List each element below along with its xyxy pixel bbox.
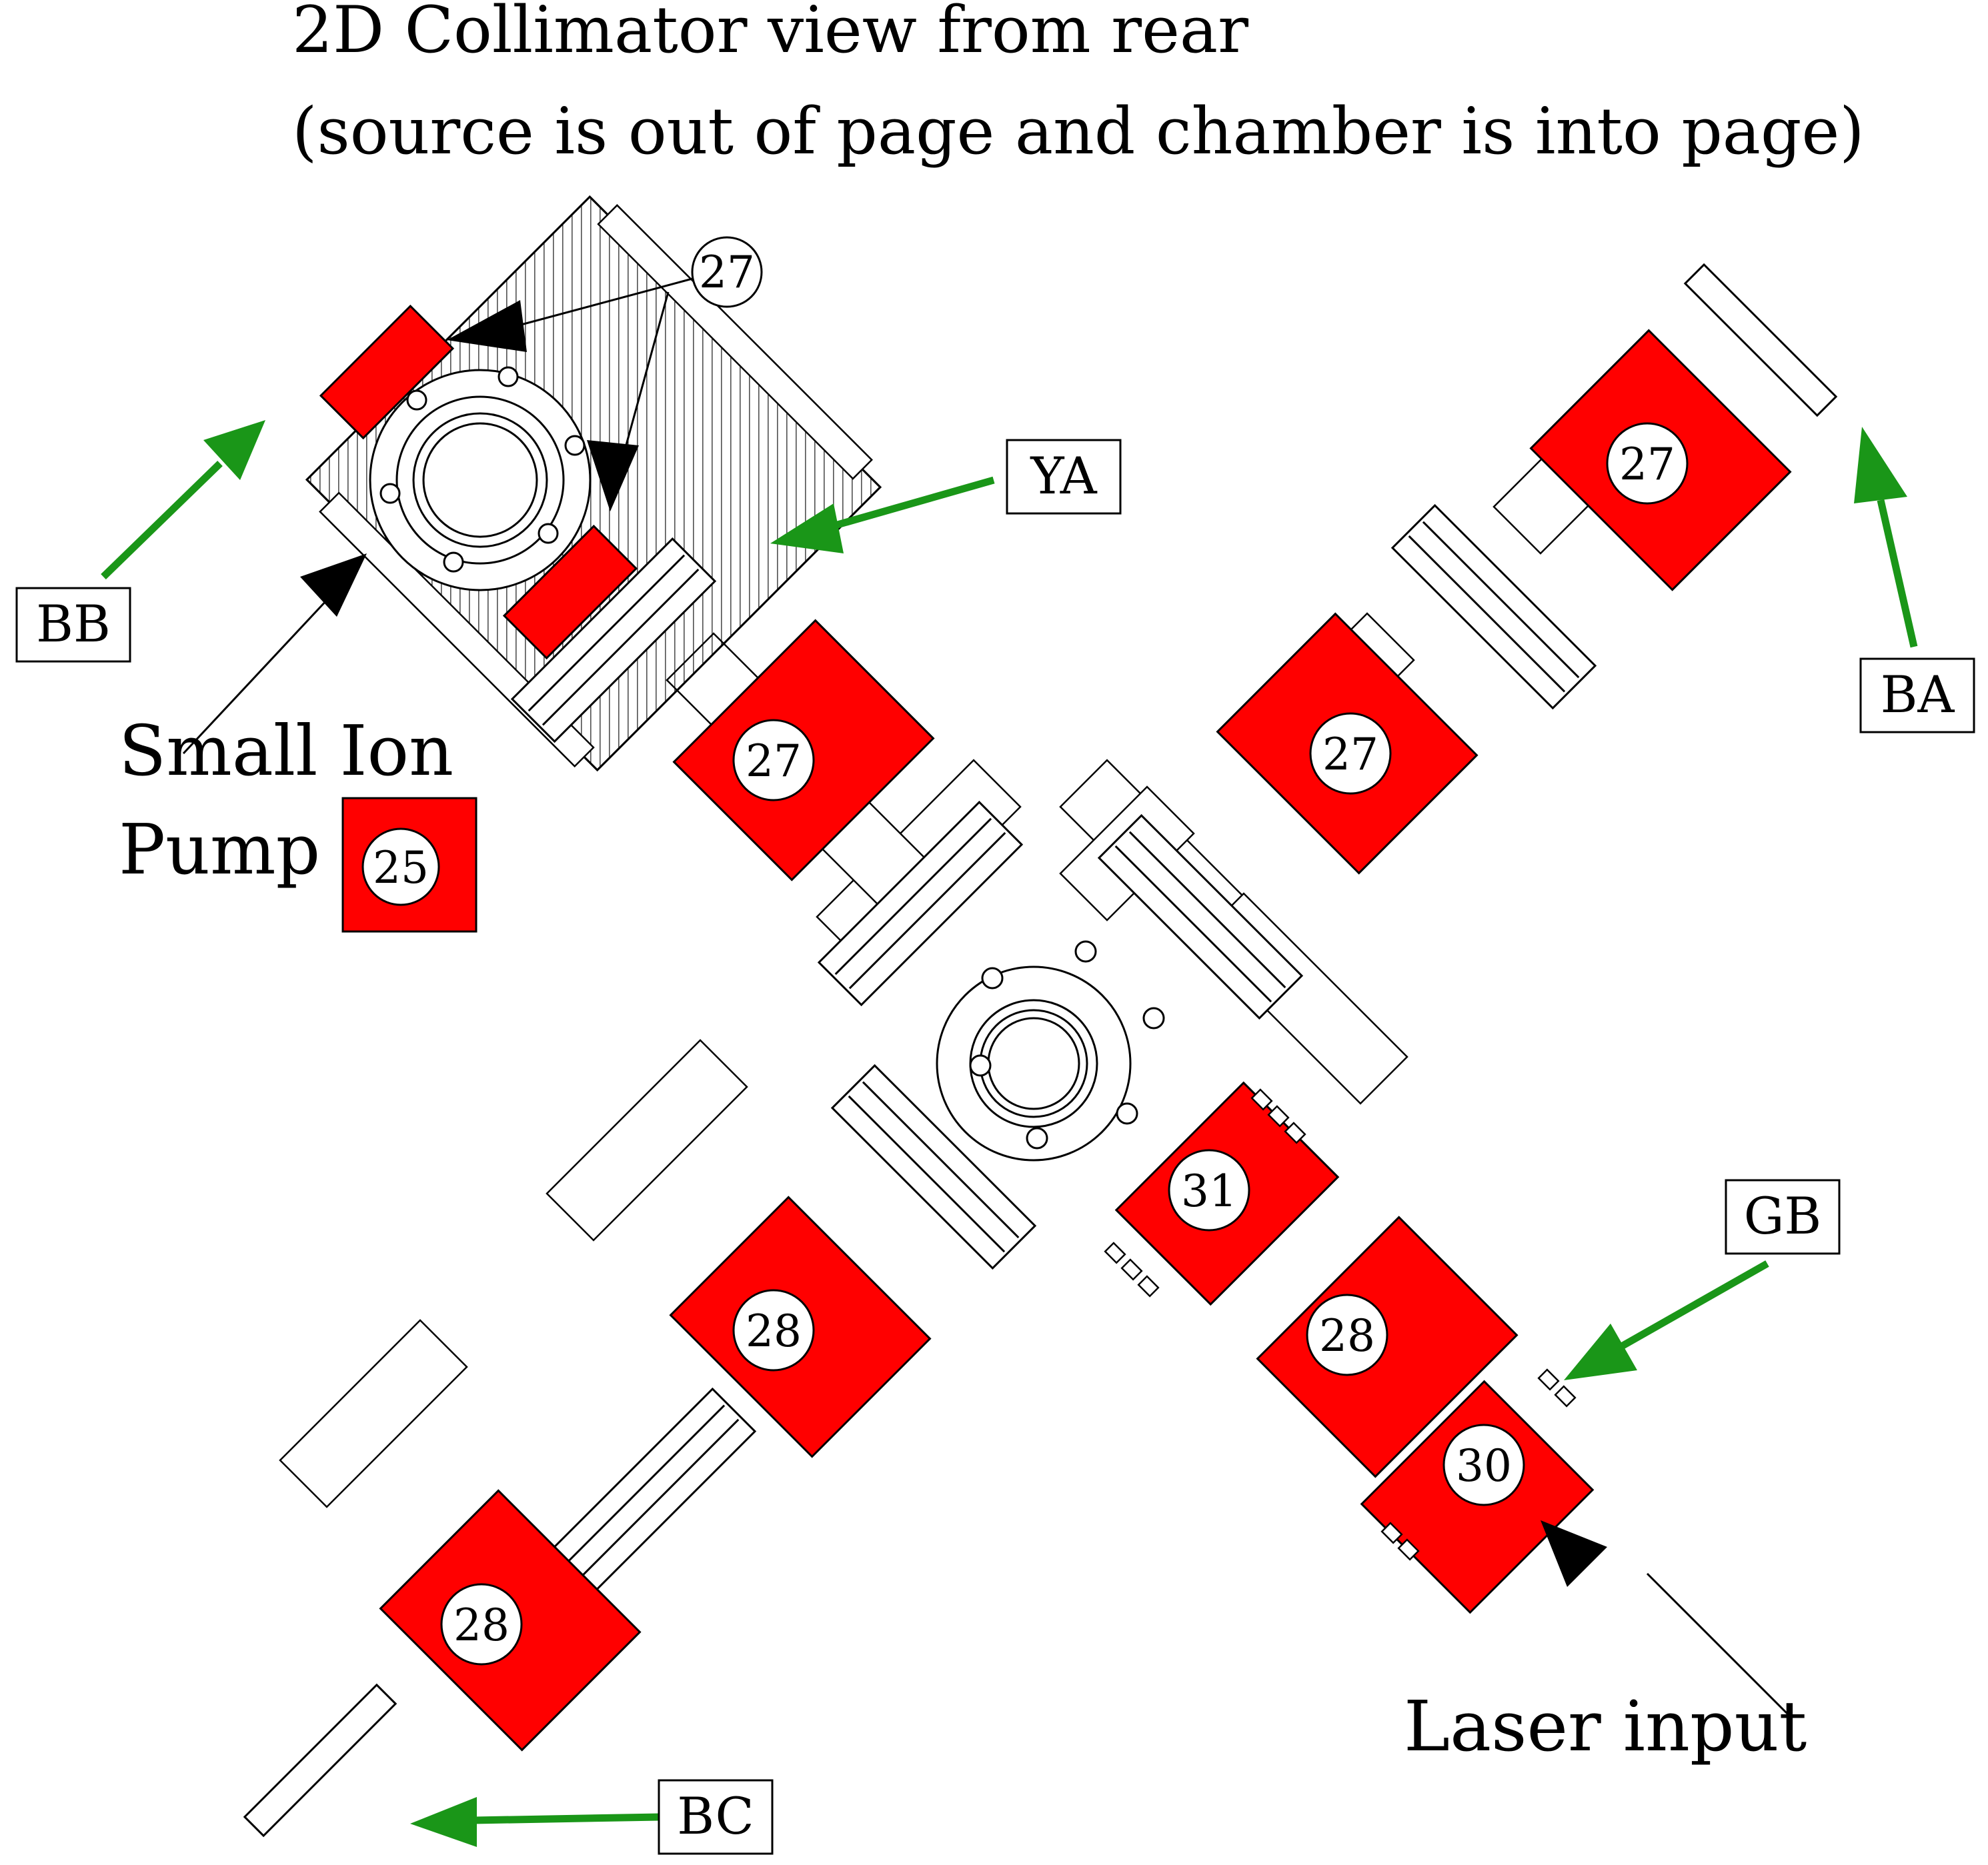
- label-BA: BA: [1881, 665, 1955, 724]
- green-arrow-BA-head: [1854, 427, 1907, 503]
- label-BC: BC: [677, 1786, 754, 1846]
- tube-lower-left-outer: [280, 1320, 467, 1507]
- pump-port: [370, 367, 590, 590]
- num-28-lower-right: 28: [1319, 1310, 1375, 1362]
- arrowhead-laser: [1541, 1520, 1607, 1587]
- small-ion-label-line2: Pump: [119, 809, 320, 890]
- num-30: 30: [1456, 1440, 1512, 1492]
- green-arrow-BC-head: [410, 1797, 477, 1847]
- num-31: 31: [1181, 1166, 1237, 1217]
- num-27-upper-right-inner: 27: [1322, 729, 1378, 780]
- num-27-top: 27: [699, 247, 755, 298]
- label-GB: GB: [1744, 1186, 1822, 1246]
- green-arrow-GB-line: [1621, 1264, 1767, 1347]
- num-27-upper-right-outer: 27: [1619, 439, 1675, 490]
- green-arrow-BA-line: [1881, 500, 1914, 647]
- tube-lower-left-mid: [547, 1040, 747, 1240]
- num-28-lower-left-inner: 28: [746, 1306, 802, 1357]
- small-ion-label-line1: Small Ion: [119, 710, 453, 791]
- num-25: 25: [373, 842, 429, 893]
- num-28-lower-left-outer: 28: [453, 1600, 510, 1651]
- title-line-1: 2D Collimator view from rear: [292, 0, 1248, 67]
- green-arrow-BC-line: [473, 1817, 660, 1820]
- central-port: [937, 942, 1164, 1160]
- num-27-upper-left: 27: [746, 735, 802, 787]
- green-arrow-GB-head: [1564, 1324, 1637, 1380]
- laser-input-label: Laser input: [1404, 1686, 1807, 1767]
- green-arrow-BB-line: [103, 463, 220, 577]
- label-YA: YA: [1030, 446, 1097, 505]
- title-line-2: (source is out of page and chamber is in…: [292, 94, 1865, 169]
- arrowhead-small-ion: [300, 553, 367, 617]
- label-BB: BB: [36, 594, 111, 653]
